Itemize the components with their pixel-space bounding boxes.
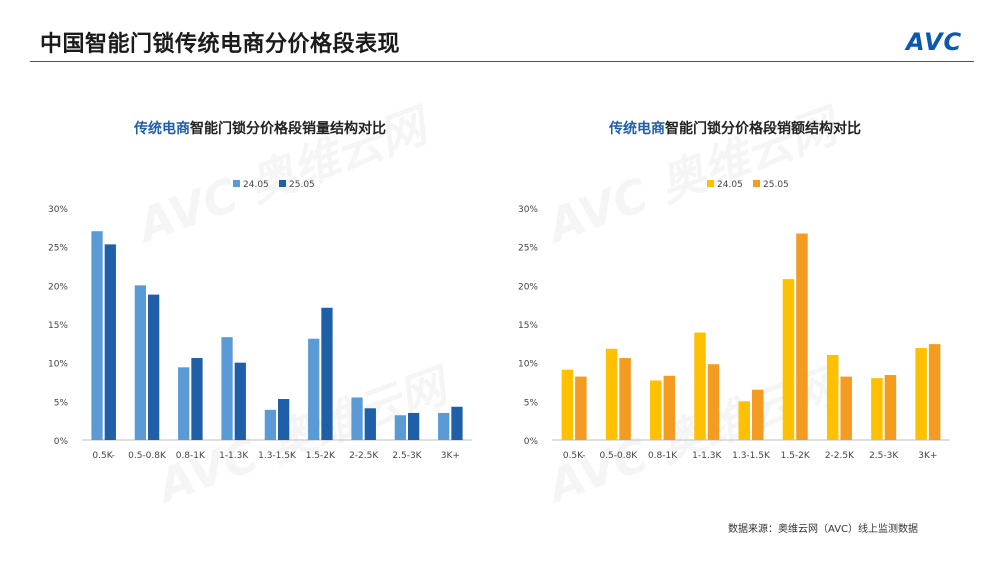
bar-24.05	[178, 367, 190, 440]
bar-25.05	[148, 294, 160, 440]
bar-24.05	[438, 412, 450, 440]
bar-24.05	[91, 231, 103, 440]
y-tick-label: 10%	[48, 360, 68, 370]
bar-25.05	[278, 399, 290, 440]
y-tick-label: 5%	[524, 398, 539, 408]
y-tick-label: 5%	[54, 398, 69, 408]
x-tick-label: 0.5-0.8K	[599, 451, 638, 461]
legend-swatch	[233, 180, 240, 187]
bar-25.05	[707, 364, 720, 440]
x-tick-label: 1.3-1.5K	[732, 451, 771, 461]
y-tick-label: 10%	[518, 360, 538, 370]
legend-swatch	[753, 180, 760, 187]
bar-25.05	[840, 376, 852, 440]
bar-24.05	[394, 415, 406, 440]
y-tick-label: 15%	[518, 321, 538, 331]
bar-25.05	[884, 375, 897, 440]
legend-swatch	[279, 180, 286, 187]
x-tick-label: 1.5-2K	[781, 451, 811, 461]
x-tick-label: 1-1.3K	[219, 451, 249, 461]
y-tick-label: 30%	[48, 205, 68, 215]
bar-24.05	[738, 401, 750, 440]
x-tick-label: 0.5K-	[92, 451, 115, 461]
x-tick-label: 2-2.5K	[349, 451, 379, 461]
sales-volume-chart: 传统电商智能门锁分价格段销量结构对比 0% 5% 10% 15% 20% 25% 30% 0.…	[40, 100, 480, 480]
bar-25.05	[619, 358, 631, 440]
chart-title-highlight: 传统电商	[134, 121, 190, 137]
x-tick-label: 2.5-3K	[869, 451, 899, 461]
bar-24.05	[221, 337, 233, 440]
bar-chart-svg: 0% 5% 10% 15% 20% 25% 30% 0.5K- 0.5-0.8K 0.8-1K 1-…	[518, 180, 950, 461]
bar-25.05	[928, 344, 941, 440]
x-tick-label: 1.3-1.5K	[258, 451, 297, 461]
bar-25.05	[191, 358, 203, 440]
x-tick-label: 1-1.3K	[692, 451, 722, 461]
legend-label: 25.05	[289, 180, 315, 190]
legend-label: 24.05	[717, 180, 743, 190]
x-tick-label: 2.5-3K	[392, 451, 422, 461]
bar-chart-svg: 0% 5% 10% 15% 20% 25% 30% 0.5K- 0.5-0.8K 0.8-1K 1-…	[48, 180, 472, 461]
data-source-note: 数据来源：奥维云网（AVC）线上监测数据	[728, 524, 919, 535]
bar-24.05	[915, 347, 927, 440]
y-tick-label: 20%	[48, 282, 68, 292]
bar-24.05	[694, 332, 706, 440]
y-tick-label: 25%	[518, 244, 538, 254]
bar-25.05	[663, 375, 676, 440]
bar-25.05	[575, 376, 587, 440]
chart-title-rest: 智能门锁分价格段销量结构对比	[190, 121, 386, 137]
x-tick-label: 3K+	[918, 451, 937, 461]
x-tick-label: 0.8-1K	[648, 451, 678, 461]
bar-25.05	[408, 412, 420, 440]
bar-25.05	[104, 244, 116, 440]
bar-25.05	[451, 406, 463, 440]
y-tick-label: 30%	[518, 205, 538, 215]
bar-25.05	[321, 307, 333, 440]
bar-24.05	[561, 369, 574, 440]
bar-24.05	[871, 378, 883, 440]
legend-label: 25.05	[763, 180, 789, 190]
bar-25.05	[796, 233, 808, 440]
x-tick-label: 0.5K-	[563, 451, 586, 461]
x-tick-label: 1.5-2K	[306, 451, 336, 461]
bar-24.05	[650, 380, 662, 440]
y-tick-label: 20%	[518, 282, 538, 292]
chart-title-highlight: 传统电商	[609, 121, 665, 137]
bar-24.05	[605, 348, 618, 440]
y-tick-label: 0%	[54, 437, 69, 447]
y-tick-label: 15%	[48, 321, 68, 331]
x-tick-label: 0.8-1K	[176, 451, 206, 461]
bar-25.05	[234, 362, 246, 440]
x-tick-label: 3K+	[441, 451, 460, 461]
x-tick-label: 0.5-0.8K	[128, 451, 167, 461]
y-tick-label: 0%	[524, 437, 539, 447]
chart-title: 传统电商智能门锁分价格段销量结构对比	[40, 118, 480, 138]
avc-logo: AVC	[906, 28, 963, 56]
bar-25.05	[364, 408, 376, 440]
legend-swatch	[707, 180, 714, 187]
chart-title: 传统电商智能门锁分价格段销额结构对比	[510, 118, 960, 138]
bar-24.05	[826, 354, 839, 440]
bar-24.05	[134, 285, 146, 440]
sales-revenue-chart: 传统电商智能门锁分价格段销额结构对比 0% 5% 10% 15% 20% 25% 30% 0.…	[510, 100, 960, 480]
bar-24.05	[264, 409, 276, 440]
x-tick-label: 2-2.5K	[825, 451, 855, 461]
chart-title-rest: 智能门锁分价格段销额结构对比	[665, 121, 861, 137]
legend-label: 24.05	[243, 180, 269, 190]
page-title: 中国智能门锁传统电商分价格段表现	[40, 32, 401, 57]
bar-24.05	[351, 397, 363, 440]
bar-25.05	[752, 389, 764, 440]
y-tick-label: 25%	[48, 244, 68, 254]
bar-24.05	[308, 338, 320, 440]
title-divider	[30, 61, 974, 62]
bar-24.05	[782, 279, 795, 440]
